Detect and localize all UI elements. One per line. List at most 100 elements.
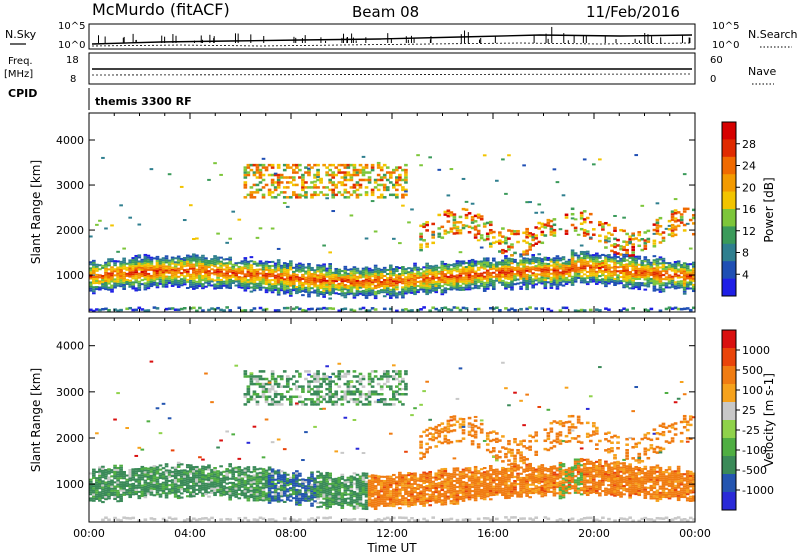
cell xyxy=(540,264,545,267)
cell xyxy=(337,274,342,277)
cell xyxy=(316,516,320,520)
cell xyxy=(146,469,151,472)
cell xyxy=(349,268,354,271)
cell xyxy=(249,398,254,401)
cell xyxy=(276,293,281,296)
cell xyxy=(195,254,199,257)
cell xyxy=(534,234,539,237)
cell xyxy=(491,241,496,245)
cell xyxy=(182,263,187,266)
cell xyxy=(149,491,154,494)
cell xyxy=(234,477,239,480)
cell xyxy=(385,293,390,296)
cell xyxy=(355,292,360,295)
cell xyxy=(473,274,478,277)
cell xyxy=(619,245,623,248)
cell xyxy=(676,211,681,214)
cell xyxy=(164,255,169,258)
cell xyxy=(210,473,214,476)
cell xyxy=(413,278,417,281)
cell xyxy=(379,289,384,292)
cell xyxy=(667,219,672,223)
cell xyxy=(470,221,475,224)
cell xyxy=(155,468,160,471)
cell xyxy=(143,485,148,488)
cell xyxy=(395,309,399,313)
cell xyxy=(628,275,632,278)
cell xyxy=(334,288,339,291)
cell xyxy=(579,244,584,247)
cell xyxy=(479,234,484,237)
cell xyxy=(434,264,439,267)
cell xyxy=(122,493,126,496)
cell xyxy=(619,261,623,264)
cell xyxy=(637,271,642,274)
cell xyxy=(334,186,339,189)
cell xyxy=(419,243,423,246)
cell xyxy=(219,173,223,176)
cell xyxy=(476,213,481,217)
cell xyxy=(643,264,648,267)
cell xyxy=(367,181,372,184)
cell xyxy=(116,268,120,271)
cell xyxy=(95,265,99,268)
cell xyxy=(598,271,602,274)
cell xyxy=(128,473,133,476)
cell xyxy=(231,281,236,285)
cell xyxy=(164,477,169,480)
cell xyxy=(546,218,551,222)
cell xyxy=(182,261,187,264)
cell xyxy=(292,375,296,378)
cell xyxy=(316,375,320,378)
cell xyxy=(210,401,214,404)
cell xyxy=(270,163,275,167)
cell xyxy=(122,275,126,278)
cell xyxy=(228,469,233,472)
cell xyxy=(622,259,626,262)
cell xyxy=(488,223,493,227)
colorbar-tick-label: 4 xyxy=(742,268,749,281)
cell xyxy=(225,241,229,244)
cell xyxy=(185,270,190,273)
cell xyxy=(352,284,357,287)
cell xyxy=(98,466,102,469)
cell xyxy=(104,489,108,492)
cell xyxy=(549,225,554,228)
cell xyxy=(267,273,272,276)
cell xyxy=(482,287,487,290)
cell xyxy=(576,260,581,263)
cell xyxy=(243,372,248,376)
cell xyxy=(161,273,166,276)
cell xyxy=(198,480,202,483)
cell xyxy=(195,492,199,496)
cell xyxy=(525,279,529,282)
cell xyxy=(249,270,254,273)
cell xyxy=(476,262,481,265)
cell xyxy=(246,390,251,393)
cell xyxy=(458,286,463,289)
cell xyxy=(307,491,311,494)
cell xyxy=(343,273,348,276)
cell xyxy=(616,280,620,283)
cell xyxy=(295,387,299,391)
cell xyxy=(528,274,532,277)
cell xyxy=(176,269,181,272)
cell xyxy=(279,181,284,184)
cell xyxy=(231,279,236,282)
cell xyxy=(216,482,220,485)
cell xyxy=(279,279,284,282)
cell xyxy=(279,281,284,284)
cell xyxy=(92,474,96,477)
cell xyxy=(585,283,590,286)
cell xyxy=(173,487,178,490)
cell xyxy=(307,171,311,174)
cell xyxy=(376,275,381,278)
cell xyxy=(616,262,620,265)
cell xyxy=(198,306,202,310)
cell xyxy=(192,287,196,290)
cell xyxy=(473,272,478,275)
cell xyxy=(546,258,551,262)
cell xyxy=(328,398,332,401)
cell xyxy=(537,273,542,276)
cell xyxy=(164,281,169,284)
